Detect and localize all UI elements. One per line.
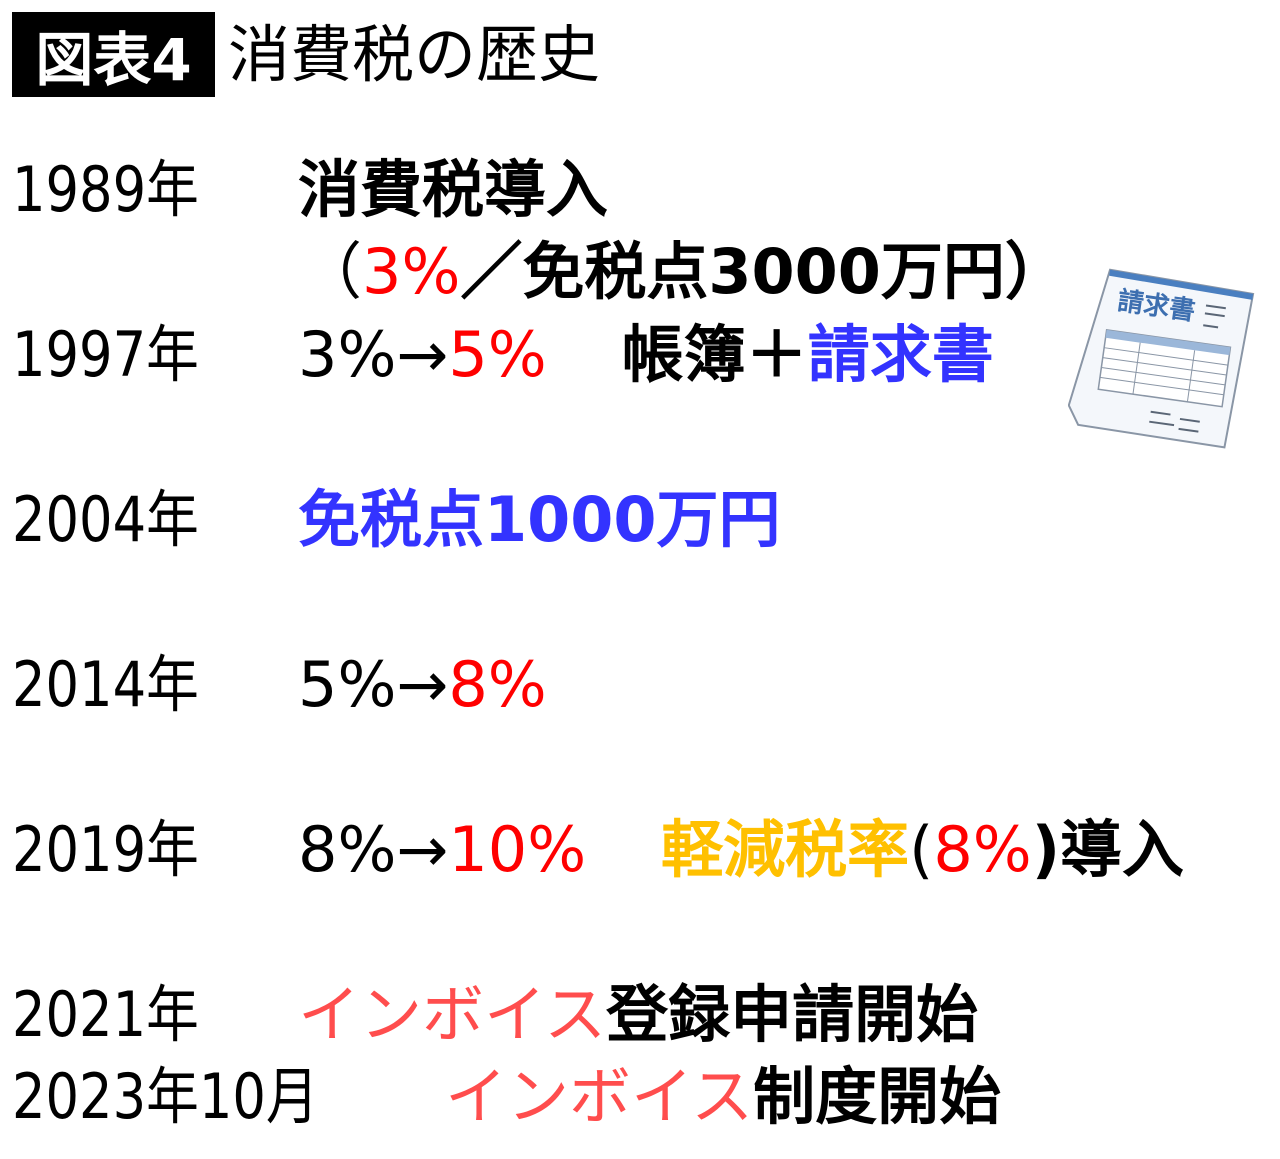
event-2019: 8%→10% 軽減税率(8%)導入 — [298, 813, 1185, 886]
year-1997: 1997年 — [12, 318, 199, 391]
event-2021: インボイス登録申請開始 — [298, 978, 979, 1051]
year-1989: 1989年 — [12, 153, 199, 226]
page-title: 消費税の歴史 — [228, 18, 601, 91]
event-1997: 3%→5% 帳簿＋請求書 — [298, 318, 994, 391]
year-2023: 2023年10月 — [12, 1060, 319, 1133]
event-2023: インボイス制度開始 — [445, 1060, 1002, 1133]
event-2004: 免税点1000万円 — [298, 483, 781, 556]
event-1989-detail: （3%／免税点3000万円） — [300, 235, 1067, 308]
event-2014: 5%→8% — [298, 648, 547, 721]
year-2019: 2019年 — [12, 813, 199, 886]
event-1989: 消費税導入 — [298, 153, 609, 226]
invoice-document-icon: 請求書 — [1068, 268, 1255, 449]
figure-badge: 図表4 — [12, 12, 215, 97]
year-2014: 2014年 — [12, 648, 199, 721]
year-2004: 2004年 — [12, 483, 199, 556]
year-2021: 2021年 — [12, 978, 199, 1051]
